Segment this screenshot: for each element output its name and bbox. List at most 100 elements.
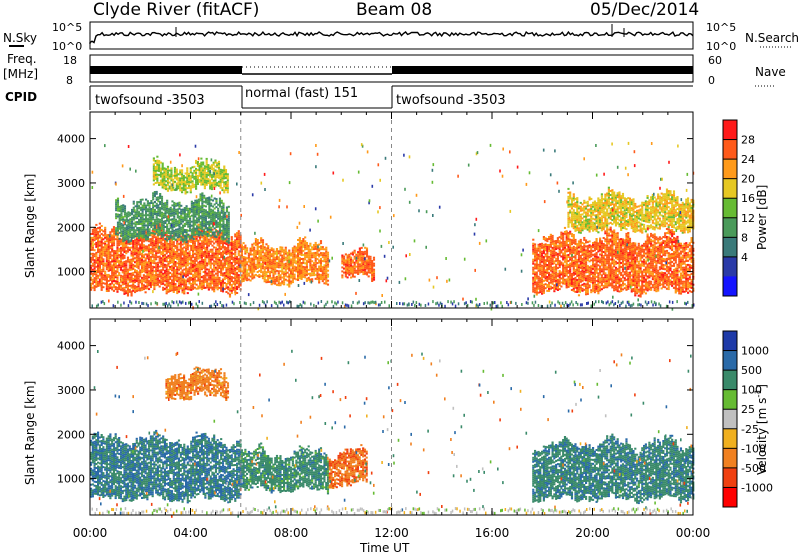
echo-cell	[265, 257, 268, 260]
echo-cell	[297, 245, 300, 247]
echo-cell	[646, 247, 649, 250]
echo-cell	[179, 263, 182, 266]
echo-cell	[657, 287, 660, 290]
echo-cell	[234, 279, 237, 282]
echo-cell	[179, 275, 182, 278]
echo-cell	[216, 266, 219, 269]
echo-cell	[188, 272, 191, 275]
echo-cell	[100, 257, 103, 259]
echo-cell	[621, 266, 625, 269]
echo-cell	[316, 252, 319, 255]
echo-cell	[179, 247, 182, 250]
echo-cell	[160, 243, 163, 246]
echo-cell	[153, 270, 156, 273]
echo-cell	[256, 239, 259, 241]
echo-cell	[253, 262, 256, 265]
echo-cell	[307, 276, 310, 279]
echo-cell	[135, 238, 138, 241]
echo-cell	[207, 274, 210, 277]
echo-cell	[227, 288, 230, 291]
echo-cell	[207, 270, 210, 273]
echo-cell	[627, 273, 630, 276]
echo-cell	[671, 284, 674, 287]
echo-cell	[576, 271, 579, 273]
echo-cell	[218, 259, 221, 261]
echo-cell	[372, 268, 376, 271]
echo-cell	[565, 256, 568, 259]
echo-cell	[541, 256, 544, 259]
echo-cell	[316, 268, 319, 271]
echo-cell	[202, 255, 205, 257]
echo-cell	[123, 292, 126, 295]
echo-cell	[234, 249, 237, 252]
echo-cell	[232, 280, 235, 283]
echo-cell	[541, 290, 544, 293]
echo-cell	[277, 276, 280, 279]
echo-cell	[105, 250, 108, 253]
echo-cell	[544, 269, 547, 272]
echo-cell	[637, 252, 640, 255]
echo-cell	[562, 238, 565, 241]
echo-cell	[134, 281, 137, 284]
echo-cell	[662, 268, 665, 270]
echo-cell	[260, 249, 263, 252]
freq-unit: [MHz]	[3, 67, 38, 81]
echo-cell	[139, 275, 142, 278]
echo-cell	[623, 277, 626, 280]
echo-cell	[350, 262, 353, 265]
echo-cell	[261, 259, 265, 262]
echo-cell	[300, 258, 303, 260]
echo-cell	[664, 244, 667, 247]
echo-cell	[163, 259, 167, 262]
echo-cell	[135, 270, 138, 272]
echo-cell	[549, 279, 552, 282]
echo-cell	[107, 257, 110, 260]
echo-cell	[639, 289, 642, 292]
echo-cell	[202, 281, 205, 283]
echo-cell	[595, 279, 598, 282]
echo-cell	[167, 270, 170, 273]
echo-cell	[602, 278, 605, 281]
echo-cell	[606, 276, 609, 279]
echo-cell	[562, 274, 565, 277]
echo-cell	[247, 252, 250, 255]
echo-cell	[268, 260, 272, 263]
echo-cell	[290, 254, 293, 257]
echo-cell	[551, 268, 554, 271]
echo-cell	[204, 262, 207, 265]
echo-cell	[163, 246, 167, 248]
echo-cell	[216, 280, 219, 283]
echo-cell	[195, 251, 198, 254]
echo-cell	[616, 234, 619, 237]
echo-cell	[290, 270, 293, 273]
echo-cell	[258, 269, 261, 272]
echo-cell	[167, 244, 170, 247]
echo-cell	[149, 252, 152, 255]
echo-cell	[674, 261, 677, 264]
echo-cell	[618, 240, 621, 243]
echo-cell	[220, 252, 223, 254]
echo-cell	[234, 277, 237, 280]
echo-cell	[643, 270, 646, 273]
echo-cell	[170, 285, 174, 288]
echo-cell	[577, 252, 581, 255]
echo-cell	[102, 282, 105, 285]
cpid-panel: CPID twofsound -3503 normal (fast) 151 t…	[5, 85, 693, 110]
echo-cell	[572, 281, 575, 284]
echo-cell	[230, 276, 233, 278]
echo-cell	[553, 242, 556, 245]
echo-cell	[185, 251, 188, 254]
echo-cell	[604, 230, 607, 233]
echo-cell	[199, 266, 202, 269]
echo-cell	[141, 282, 144, 285]
echo-cell	[172, 257, 175, 259]
echo-cell	[556, 283, 559, 285]
echo-cell	[104, 230, 107, 233]
echo-cell	[318, 273, 321, 276]
echo-cell	[650, 258, 653, 261]
echo-cell	[563, 244, 567, 247]
echo-cell	[139, 287, 142, 290]
echo-cell	[576, 243, 579, 246]
echo-cell	[244, 256, 247, 259]
echo-cell	[641, 280, 644, 283]
